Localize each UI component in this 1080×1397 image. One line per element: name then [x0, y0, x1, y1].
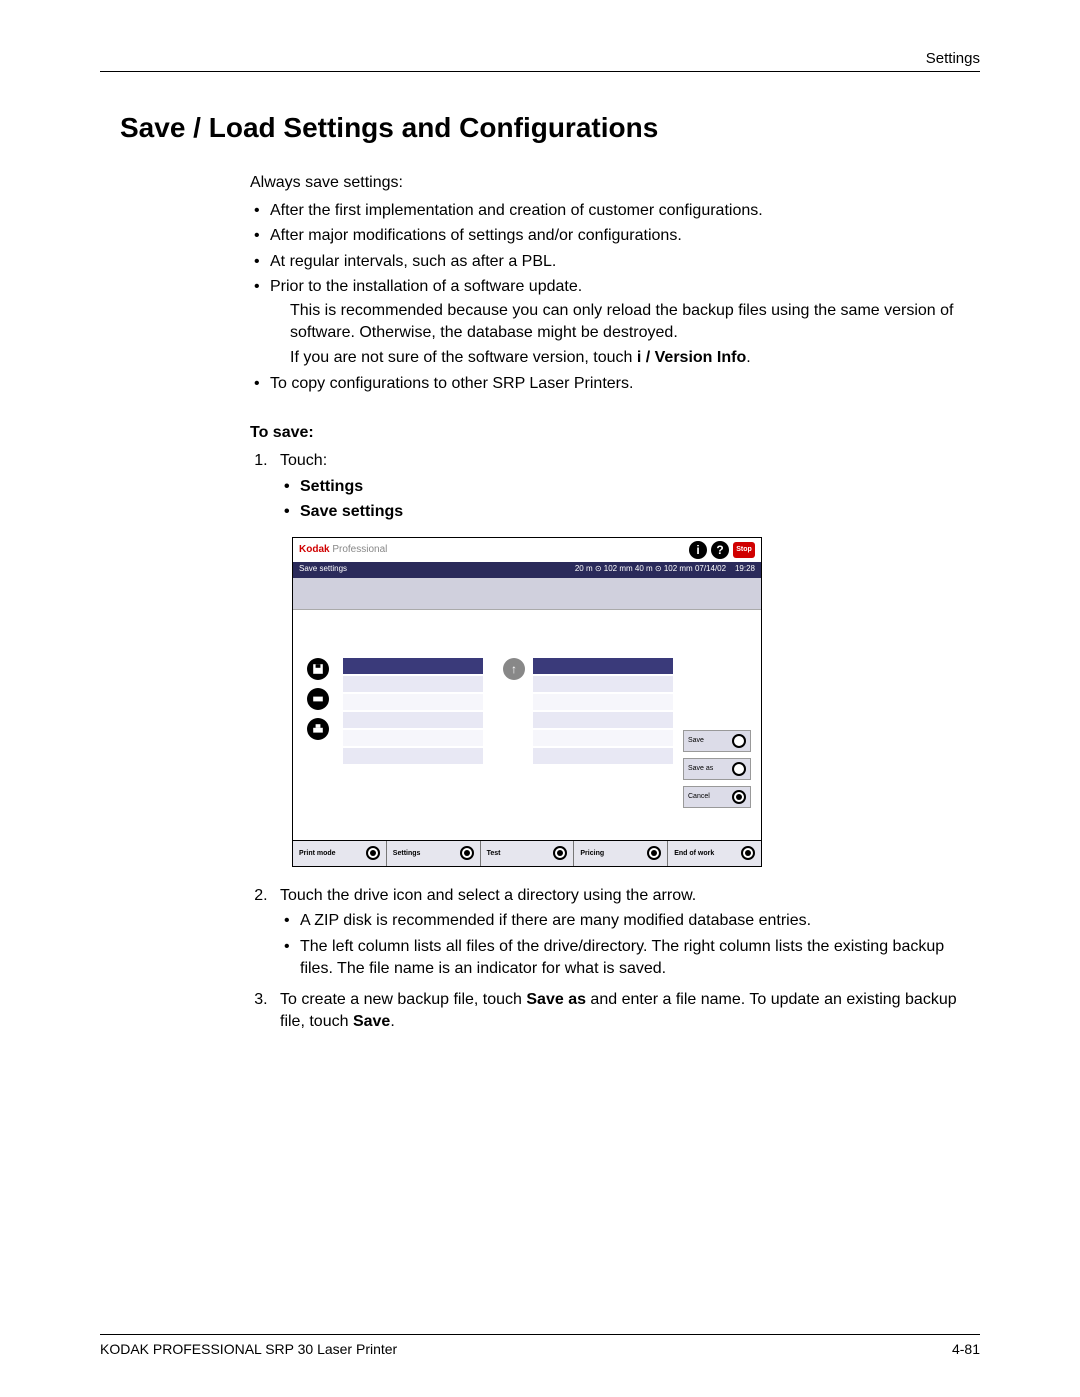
step-1: Touch: Settings Save settings Kodak Prof… [272, 450, 970, 867]
content-block: Always save settings: After the first im… [250, 172, 970, 1032]
ss-header: Kodak Professional i ? Stop [293, 538, 761, 562]
step-3: To create a new backup file, touch Save … [272, 989, 970, 1032]
bullet-item: After major modifications of settings an… [250, 225, 970, 247]
ss-footer-nav: Print mode Settings Test Pricing End of … [293, 840, 761, 866]
nav-settings[interactable]: Settings [387, 841, 481, 866]
ss-status: 20 m ⊙ 102 mm 40 m ⊙ 102 mm 07/14/02 [575, 564, 726, 573]
disk-icon[interactable] [307, 658, 329, 680]
drive-icon[interactable] [307, 688, 329, 710]
footer-product: KODAK PROFESSIONAL SRP 30 Laser Printer [100, 1341, 397, 1357]
save-settings-screenshot: Kodak Professional i ? Stop Save setting… [292, 537, 762, 867]
bullet-text: Prior to the installation of a software … [270, 278, 582, 295]
ss-toolbar-strip [293, 578, 761, 610]
printer-icon[interactable] [307, 718, 329, 740]
bullet-item: At regular intervals, such as after a PB… [250, 251, 970, 273]
ss-status-bar: Save settings 20 m ⊙ 102 mm 40 m ⊙ 102 m… [293, 562, 761, 578]
save-when-list: After the first implementation and creat… [250, 200, 970, 395]
page-footer: KODAK PROFESSIONAL SRP 30 Laser Printer … [100, 1334, 980, 1357]
up-arrow-icon[interactable]: ↑ [503, 658, 525, 680]
nav-pricing[interactable]: Pricing [574, 841, 668, 866]
info-icon[interactable]: i [689, 541, 707, 559]
page-title: Save / Load Settings and Configurations [120, 112, 980, 144]
note-text: This is recommended because you can only… [290, 300, 970, 343]
note-version: If you are not sure of the software vers… [290, 347, 970, 369]
save-as-button[interactable]: Save as [683, 758, 751, 780]
bullet-item: To copy configurations to other SRP Lase… [250, 373, 970, 395]
nav-test[interactable]: Test [481, 841, 575, 866]
save-button[interactable]: Save [683, 730, 751, 752]
stop-button[interactable]: Stop [733, 542, 755, 558]
top-rule [100, 71, 980, 72]
bottom-rule [100, 1334, 980, 1335]
step2-sub: The left column lists all files of the d… [280, 936, 970, 979]
bullet-item: After the first implementation and creat… [250, 200, 970, 222]
step-2: Touch the drive icon and select a direct… [272, 885, 970, 979]
to-save-heading: To save: [250, 422, 970, 444]
help-icon[interactable]: ? [711, 541, 729, 559]
step1-sub: Settings [280, 476, 970, 498]
cancel-button[interactable]: Cancel [683, 786, 751, 808]
bullet-item: Prior to the installation of a software … [250, 276, 970, 368]
brand-logo: Kodak Professional [299, 543, 387, 557]
ss-title: Save settings [299, 564, 347, 575]
nav-end-of-work[interactable]: End of work [668, 841, 761, 866]
ss-body: ↑ [293, 610, 761, 840]
right-file-column[interactable] [533, 658, 673, 764]
step2-sub: A ZIP disk is recommended if there are m… [280, 910, 970, 932]
intro-text: Always save settings: [250, 172, 970, 194]
ss-time: 19:28 [735, 564, 755, 573]
left-file-column[interactable] [343, 658, 483, 764]
nav-print-mode[interactable]: Print mode [293, 841, 387, 866]
steps-list: Touch: Settings Save settings Kodak Prof… [272, 450, 970, 1032]
section-header: Settings [100, 50, 980, 67]
footer-page-number: 4-81 [952, 1341, 980, 1357]
step1-sub: Save settings [280, 501, 970, 523]
